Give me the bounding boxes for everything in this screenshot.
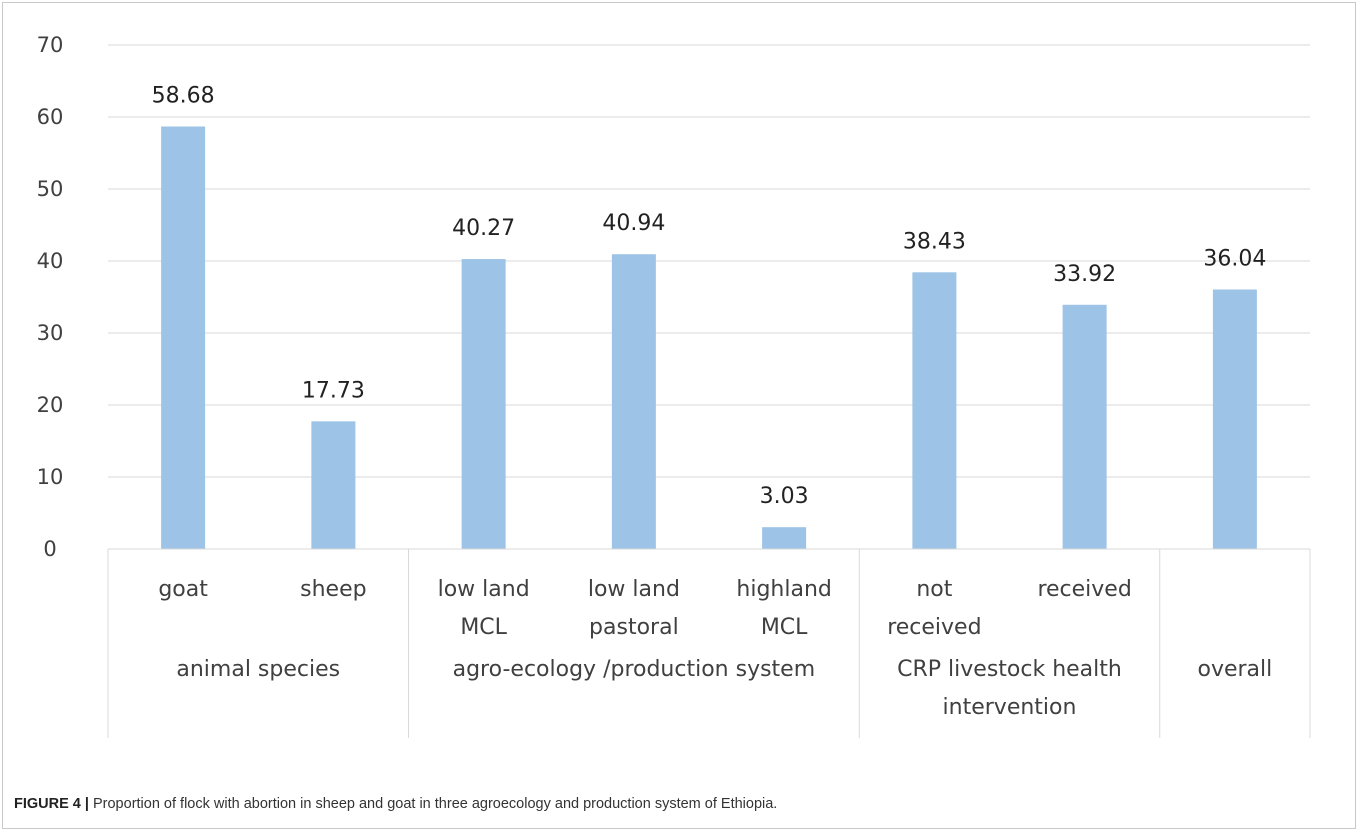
y-tick-label: 50: [37, 177, 64, 201]
bar: [1212, 289, 1257, 549]
group-label: CRP livestock health: [897, 657, 1122, 682]
category-label: goat: [158, 577, 208, 602]
group-label: intervention: [943, 695, 1077, 720]
bar: [1062, 304, 1107, 549]
data-label: 3.03: [760, 484, 809, 509]
category-label: not: [916, 577, 952, 602]
y-tick-label: 40: [37, 249, 64, 273]
bar: [762, 527, 807, 549]
y-tick-label: 30: [37, 321, 64, 345]
y-tick-label: 10: [37, 465, 64, 489]
data-label: 38.43: [903, 229, 966, 254]
category-label: MCL: [460, 615, 507, 640]
bar: [311, 421, 356, 549]
data-label: 17.73: [302, 378, 365, 403]
y-tick-label: 0: [43, 537, 56, 561]
data-label: 58.68: [152, 84, 215, 109]
category-label: low land: [438, 577, 530, 602]
bar: [461, 259, 506, 549]
category-label: received: [887, 615, 981, 640]
category-label: pastoral: [589, 615, 679, 640]
group-label: agro-ecology /production system: [453, 657, 816, 682]
data-label: 33.92: [1053, 262, 1116, 287]
category-label: received: [1037, 577, 1131, 602]
category-label: low land: [588, 577, 680, 602]
category-label: MCL: [761, 615, 808, 640]
caption-lead: FIGURE 4 |: [14, 796, 89, 812]
y-tick-label: 60: [37, 105, 64, 129]
data-label: 40.94: [602, 211, 665, 236]
category-label: sheep: [300, 577, 366, 602]
bar: [912, 272, 957, 549]
y-tick-label: 70: [37, 33, 64, 57]
bar: [161, 126, 206, 549]
y-tick-label: 20: [37, 393, 64, 417]
group-label: overall: [1197, 657, 1272, 682]
bar: [611, 254, 656, 549]
bar-chart: 0 10 20 30 40 50 60 70 58.68 17.73 40.27 40.94 3.03…: [37, 33, 1311, 738]
figure-caption: FIGURE 4 | Proportion of flock with abor…: [14, 796, 1344, 812]
category-label: highland: [736, 577, 831, 602]
data-label: 40.27: [452, 216, 515, 241]
group-label: animal species: [176, 657, 340, 682]
caption-text: Proportion of flock with abortion in she…: [88, 796, 778, 812]
data-label: 36.04: [1203, 247, 1266, 272]
